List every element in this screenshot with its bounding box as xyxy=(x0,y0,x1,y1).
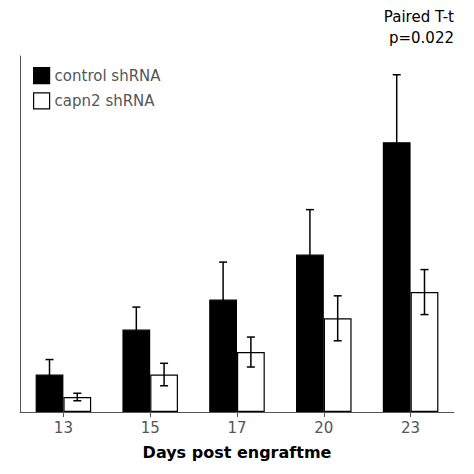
svg-text:capn2 shRNA: capn2 shRNA xyxy=(55,92,156,110)
svg-text:23: 23 xyxy=(401,419,420,437)
svg-text:Days post engraftme: Days post engraftme xyxy=(143,443,332,462)
svg-text:p=0.022: p=0.022 xyxy=(389,29,454,47)
svg-text:17: 17 xyxy=(227,419,246,437)
svg-text:15: 15 xyxy=(141,419,160,437)
svg-text:13: 13 xyxy=(54,419,73,437)
svg-text:control shRNA: control shRNA xyxy=(55,67,162,85)
svg-text:20: 20 xyxy=(314,419,333,437)
svg-text:Paired T-t: Paired T-t xyxy=(384,8,454,26)
